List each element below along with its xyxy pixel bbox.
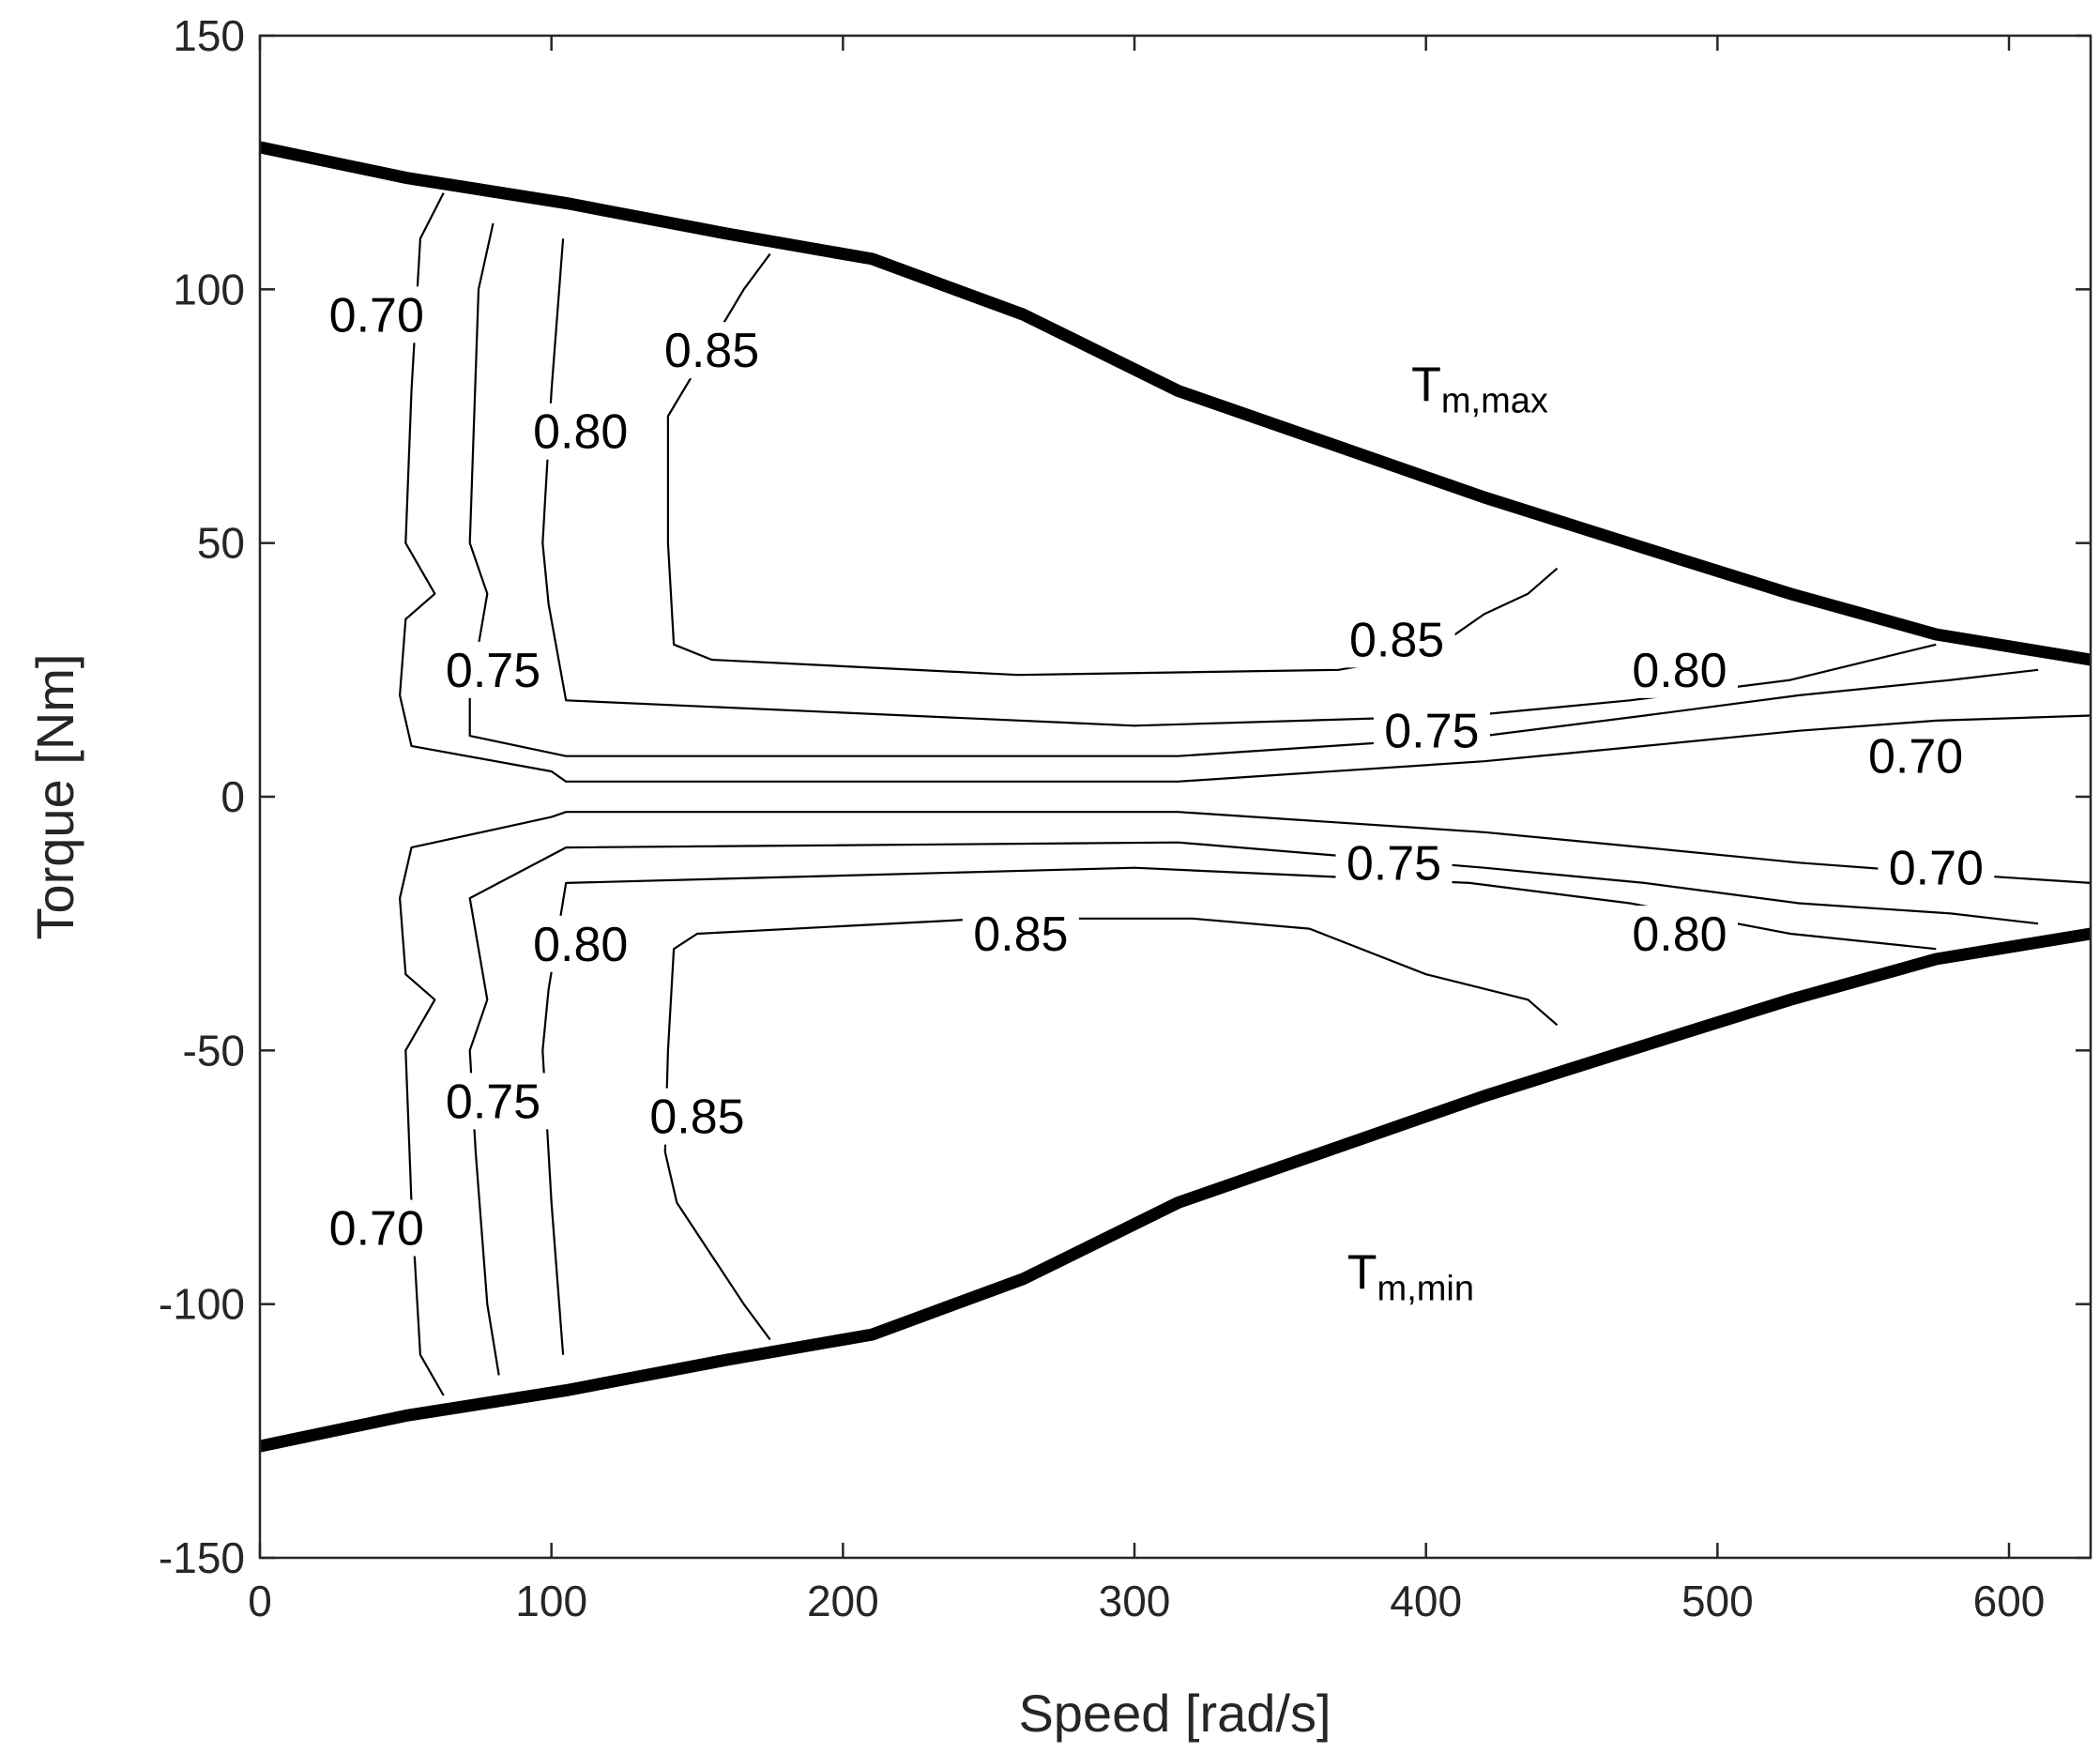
envelope-label-main: T xyxy=(1411,358,1441,412)
x-tick-label-400: 400 xyxy=(1390,1577,1462,1625)
contour-label-13: 0.75 xyxy=(446,1075,540,1129)
contour-line-0.75-5 xyxy=(468,841,2039,1376)
contour-label-0: 0.70 xyxy=(329,288,424,343)
y-tick-label-100: 100 xyxy=(173,265,245,313)
contour-label-bg-15 xyxy=(318,1199,435,1257)
contour-label-9: 0.70 xyxy=(1889,842,1984,896)
contour-label-bg-0 xyxy=(318,286,435,343)
contour-label-2: 0.85 xyxy=(664,324,759,378)
contour-label-12: 0.80 xyxy=(1632,907,1727,962)
contour-label-bg-3 xyxy=(434,641,552,698)
x-axis: 0 100 200 300 400 500 600 xyxy=(248,36,2045,1625)
envelope-line-T_max xyxy=(258,141,2092,666)
contour-label-14: 0.85 xyxy=(649,1090,744,1145)
y-tick-label--150: -150 xyxy=(159,1533,245,1582)
y-tick-label--100: -100 xyxy=(159,1280,245,1329)
y-tick-label-0: 0 xyxy=(221,772,245,821)
contour-label-6: 0.75 xyxy=(1384,705,1479,759)
x-tick-label-600: 600 xyxy=(1973,1577,2046,1625)
contour-label-3: 0.75 xyxy=(446,644,540,698)
contour-label-bg-5 xyxy=(1621,641,1738,698)
contour-label-bg-14 xyxy=(639,1088,756,1145)
axes-frame xyxy=(258,34,2092,1560)
y-tick-label-50: 50 xyxy=(197,519,245,568)
contour-label-1: 0.80 xyxy=(533,405,628,460)
x-axis-label: Speed [rad/s] xyxy=(1018,1684,1331,1743)
contour-label-bg-13 xyxy=(434,1073,552,1130)
contour-line-0.75-1 xyxy=(468,222,2039,757)
envelope-lines xyxy=(258,141,2092,1453)
contour-label-bg-2 xyxy=(653,322,770,379)
contour-lines xyxy=(399,192,2092,1396)
contour-label-11: 0.85 xyxy=(973,907,1068,962)
x-tick-label-300: 300 xyxy=(1099,1577,1171,1625)
contour-label-bg-12 xyxy=(1621,905,1738,962)
contour-label-bg-7 xyxy=(1857,727,1974,785)
envelope-label-sub: m,max xyxy=(1441,381,1548,420)
y-tick-label-150: 150 xyxy=(173,11,245,60)
contour-label-8: 0.75 xyxy=(1347,836,1441,891)
x-tick-label-200: 200 xyxy=(807,1577,879,1625)
envelope-label-T_max: Tm,max xyxy=(1411,358,1548,420)
contour-label-4: 0.85 xyxy=(1349,613,1444,667)
contour-line-0.85-7 xyxy=(663,917,1559,1341)
contour-label-bg-8 xyxy=(1335,834,1453,892)
envelope-label-sub: m,min xyxy=(1377,1269,1474,1308)
contour-labels: 0.70 0.80 0.85 0.75 0.85 0.80 0.75 0.70 0.75 0.70… xyxy=(318,286,1995,1257)
contour-label-5: 0.80 xyxy=(1632,644,1727,698)
contour-label-bg-11 xyxy=(962,905,1079,962)
envelope-label-T_min: Tm,min xyxy=(1347,1245,1474,1308)
contour-line-0.85-3 xyxy=(666,252,1559,677)
contour-label-bg-6 xyxy=(1373,702,1490,759)
contour-line-0.70-4 xyxy=(399,811,2092,1396)
x-tick-label-0: 0 xyxy=(248,1577,272,1625)
contour-label-10: 0.80 xyxy=(533,918,628,972)
y-axis-label: Torque [Nm] xyxy=(25,654,84,940)
contour-label-bg-1 xyxy=(522,403,639,460)
y-axis: -150 -100 -50 0 50 100 150 xyxy=(159,11,2091,1582)
contour-label-bg-10 xyxy=(522,915,639,972)
y-tick-label--50: -50 xyxy=(183,1026,245,1075)
x-tick-label-100: 100 xyxy=(515,1577,587,1625)
envelope-line-T_min xyxy=(258,927,2092,1453)
contour-label-bg-4 xyxy=(1338,611,1455,668)
x-tick-label-500: 500 xyxy=(1682,1577,1754,1625)
envelope-label-main: T xyxy=(1347,1245,1377,1300)
contour-label-15: 0.70 xyxy=(329,1202,424,1257)
contour-label-bg-9 xyxy=(1878,839,1995,896)
contour-line-0.70-0 xyxy=(399,192,2092,783)
contour-label-7: 0.70 xyxy=(1868,730,1963,785)
